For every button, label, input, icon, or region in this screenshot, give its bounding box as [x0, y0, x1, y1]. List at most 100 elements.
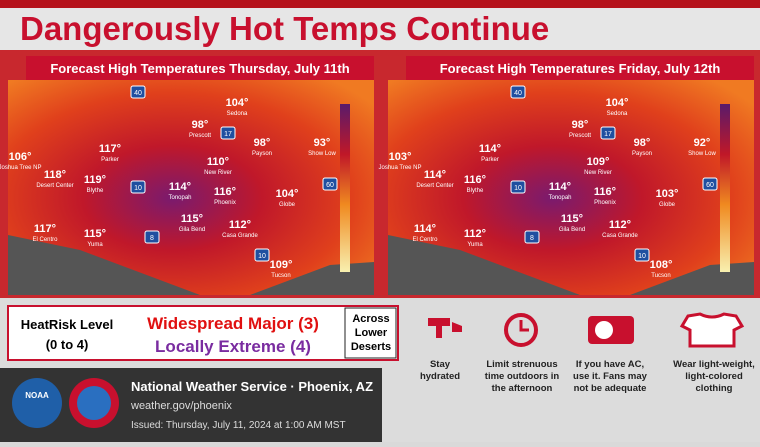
map-header-bar [406, 56, 754, 80]
land-mexico [8, 235, 200, 295]
city-temp: 117° [99, 143, 121, 155]
city-temp: 112° [464, 228, 486, 240]
title: Dangerously Hot Temps Continue [20, 10, 549, 47]
city-temp: 115° [181, 213, 203, 225]
tip-text: Wear light-weight, [673, 359, 755, 370]
highway-number: 10 [638, 253, 646, 260]
tip-text: Limit strenuous [486, 359, 557, 370]
city-name: Gila Bend [179, 227, 205, 233]
office: National Weather Service · Phoenix, AZ [131, 379, 373, 394]
highway-shield [220, 126, 236, 140]
city-temp: 109° [587, 156, 610, 168]
city-temp: 110° [207, 156, 229, 168]
tip-text: clothing [696, 383, 733, 394]
city-temp: 114° [169, 181, 191, 193]
heatrisk-major: Widespread Major (3) [147, 314, 319, 333]
city-name: Parker [481, 157, 499, 163]
city-name: Globe [279, 202, 296, 208]
land-mexico [388, 235, 580, 295]
city-temp: 114° [549, 181, 571, 193]
city-temp: 106° [9, 151, 32, 163]
city-name: Desert Center [416, 183, 453, 189]
clock-icon [504, 313, 538, 347]
highway-number: 10 [514, 185, 522, 192]
tip-text: the afternoon [492, 383, 553, 394]
tip-text: light-colored [685, 371, 743, 382]
city-temp: 92° [694, 137, 711, 149]
city-name: Yuma [87, 242, 103, 248]
highway-shield [510, 180, 526, 194]
highway-shield [254, 248, 270, 262]
city-temp: 98° [254, 137, 271, 149]
water-icon [428, 318, 462, 338]
city-temp: 119° [84, 174, 106, 186]
city-name: Gila Bend [559, 227, 585, 233]
area-text: Lower [355, 327, 388, 339]
heatrisk-range: (0 to 4) [46, 337, 89, 352]
map-header: Forecast High Temperatures Friday, July … [440, 61, 721, 76]
color-scale [340, 104, 350, 272]
noaa-logo [12, 378, 62, 428]
city-name: Tonopah [168, 195, 191, 201]
highway-number: 60 [326, 182, 334, 189]
highway-number: 8 [150, 235, 154, 242]
footer [0, 368, 382, 442]
city-temp: 103° [656, 188, 679, 200]
city-name: Show Low [688, 151, 716, 157]
tip-text: If you have AC, [576, 359, 644, 370]
city-name: Payson [252, 151, 272, 157]
highway-number: 60 [706, 182, 714, 189]
city-name: Sedona [607, 111, 628, 117]
nws-logo-inner [77, 386, 111, 420]
city-name: Parker [101, 157, 119, 163]
area-box [344, 307, 397, 359]
highway-shield [322, 177, 338, 191]
city-name: Globe [659, 202, 676, 208]
city-name: Phoenix [594, 200, 616, 206]
city-temp: 93° [314, 137, 331, 149]
highway-shield [130, 180, 146, 194]
area-text: Deserts [351, 341, 391, 353]
city-name: Casa Grande [602, 233, 638, 239]
city-name: Joshua Tree NP [0, 165, 42, 171]
map-header-bar [26, 56, 374, 80]
city-temp: 116° [594, 186, 616, 198]
city-name: Casa Grande [222, 233, 258, 239]
city-name: Sedona [227, 111, 248, 117]
heatrisk-extreme: Locally Extreme (4) [155, 337, 311, 356]
highway-shield [702, 177, 718, 191]
tip-text: not be adequate [574, 383, 647, 394]
highway-shield [600, 126, 616, 140]
city-name: Yuma [467, 242, 483, 248]
issued: Issued: Thursday, July 11, 2024 at 1:00 … [131, 420, 346, 431]
highway-number: 10 [134, 185, 142, 192]
map-header: Forecast High Temperatures Thursday, Jul… [50, 61, 349, 76]
city-temp: 103° [389, 151, 412, 163]
city-temp: 98° [192, 119, 209, 131]
area-text: Across [352, 313, 389, 325]
heatrisk-box [7, 305, 399, 361]
tip-text: time outdoors in [485, 371, 560, 382]
city-temp: 98° [634, 137, 651, 149]
city-name: Payson [632, 151, 652, 157]
clock-hands [519, 320, 529, 332]
city-name: Tucson [651, 273, 670, 279]
city-temp: 116° [464, 174, 486, 186]
ac-fan [595, 321, 613, 339]
city-temp: 98° [572, 119, 589, 131]
tip-text: hydrated [420, 371, 460, 382]
highway-number: 8 [530, 235, 534, 242]
city-name: Blythe [87, 188, 104, 194]
heatrisk-label: HeatRisk Level [21, 317, 114, 332]
city-temp: 108° [650, 259, 673, 271]
map-panel: Forecast High Temperatures Friday, July … [378, 56, 754, 295]
city-temp: 118° [44, 169, 66, 181]
city-name: Desert Center [36, 183, 73, 189]
city-name: Phoenix [214, 200, 236, 206]
city-temp: 114° [424, 169, 446, 181]
city-temp: 109° [270, 259, 293, 271]
city-name: New River [204, 170, 232, 176]
tip-text: use it. Fans may [573, 371, 648, 382]
top-strip [0, 0, 760, 8]
